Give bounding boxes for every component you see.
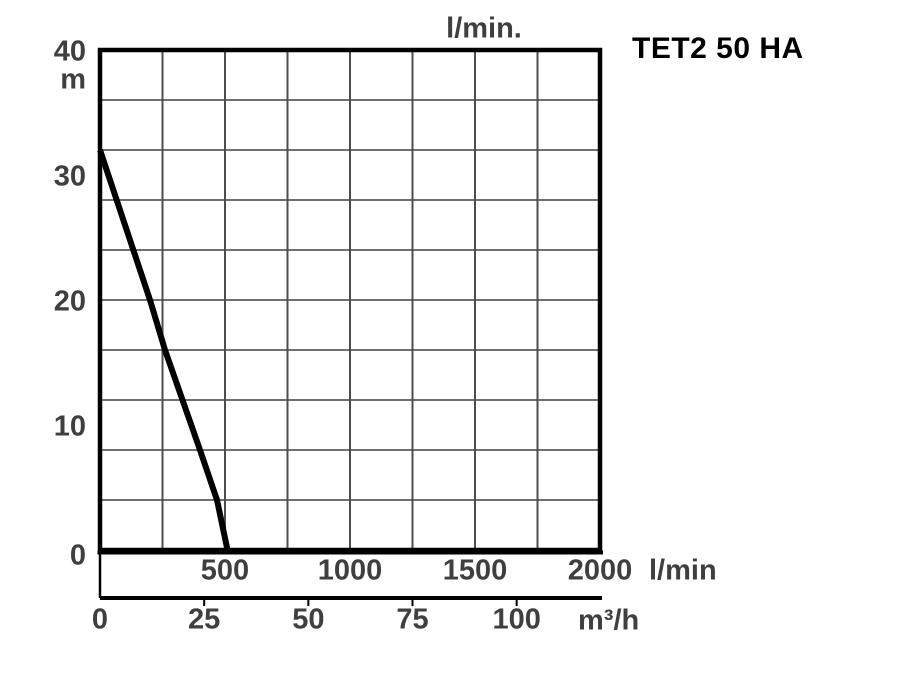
x-axis-m3h-tick-75: 75 xyxy=(396,603,429,636)
x-axis-primary-unit-label: l/min xyxy=(649,554,717,587)
x-axis-m3h-tick-50: 50 xyxy=(292,603,325,636)
x-axis-lmin-tick-1500: 1500 xyxy=(442,554,508,587)
y-axis-tick-0: 0 xyxy=(69,539,86,572)
x-axis-m3h-tick-0: 0 xyxy=(91,603,109,636)
x-axis-m3h-tick-25: 25 xyxy=(188,603,221,636)
grid-vertical-lines xyxy=(161,50,539,550)
x-axis-secondary-unit-label: m³/h xyxy=(578,604,640,637)
x-axis-m3h-tick-100: 100 xyxy=(492,603,541,636)
chart-border xyxy=(97,47,603,553)
y-axis-tick-10: 10 xyxy=(53,410,86,443)
secondary-axis-ticks xyxy=(203,600,518,606)
x-axis-lmin-tick-2000: 2000 xyxy=(567,554,633,587)
top-axis-unit-label: l/min. xyxy=(446,12,522,45)
y-axis-unit-label: m xyxy=(60,63,86,96)
y-axis-tick-20: 20 xyxy=(53,285,86,318)
chart-title: TET2 50 HA xyxy=(632,32,804,65)
y-axis-tick-30: 30 xyxy=(53,160,86,193)
pump-curve xyxy=(97,149,231,551)
x-axis-lmin-tick-500: 500 xyxy=(200,554,250,587)
y-axis-tick-40: 40 xyxy=(53,35,86,68)
x-axis-lmin-tick-1000: 1000 xyxy=(317,554,383,587)
